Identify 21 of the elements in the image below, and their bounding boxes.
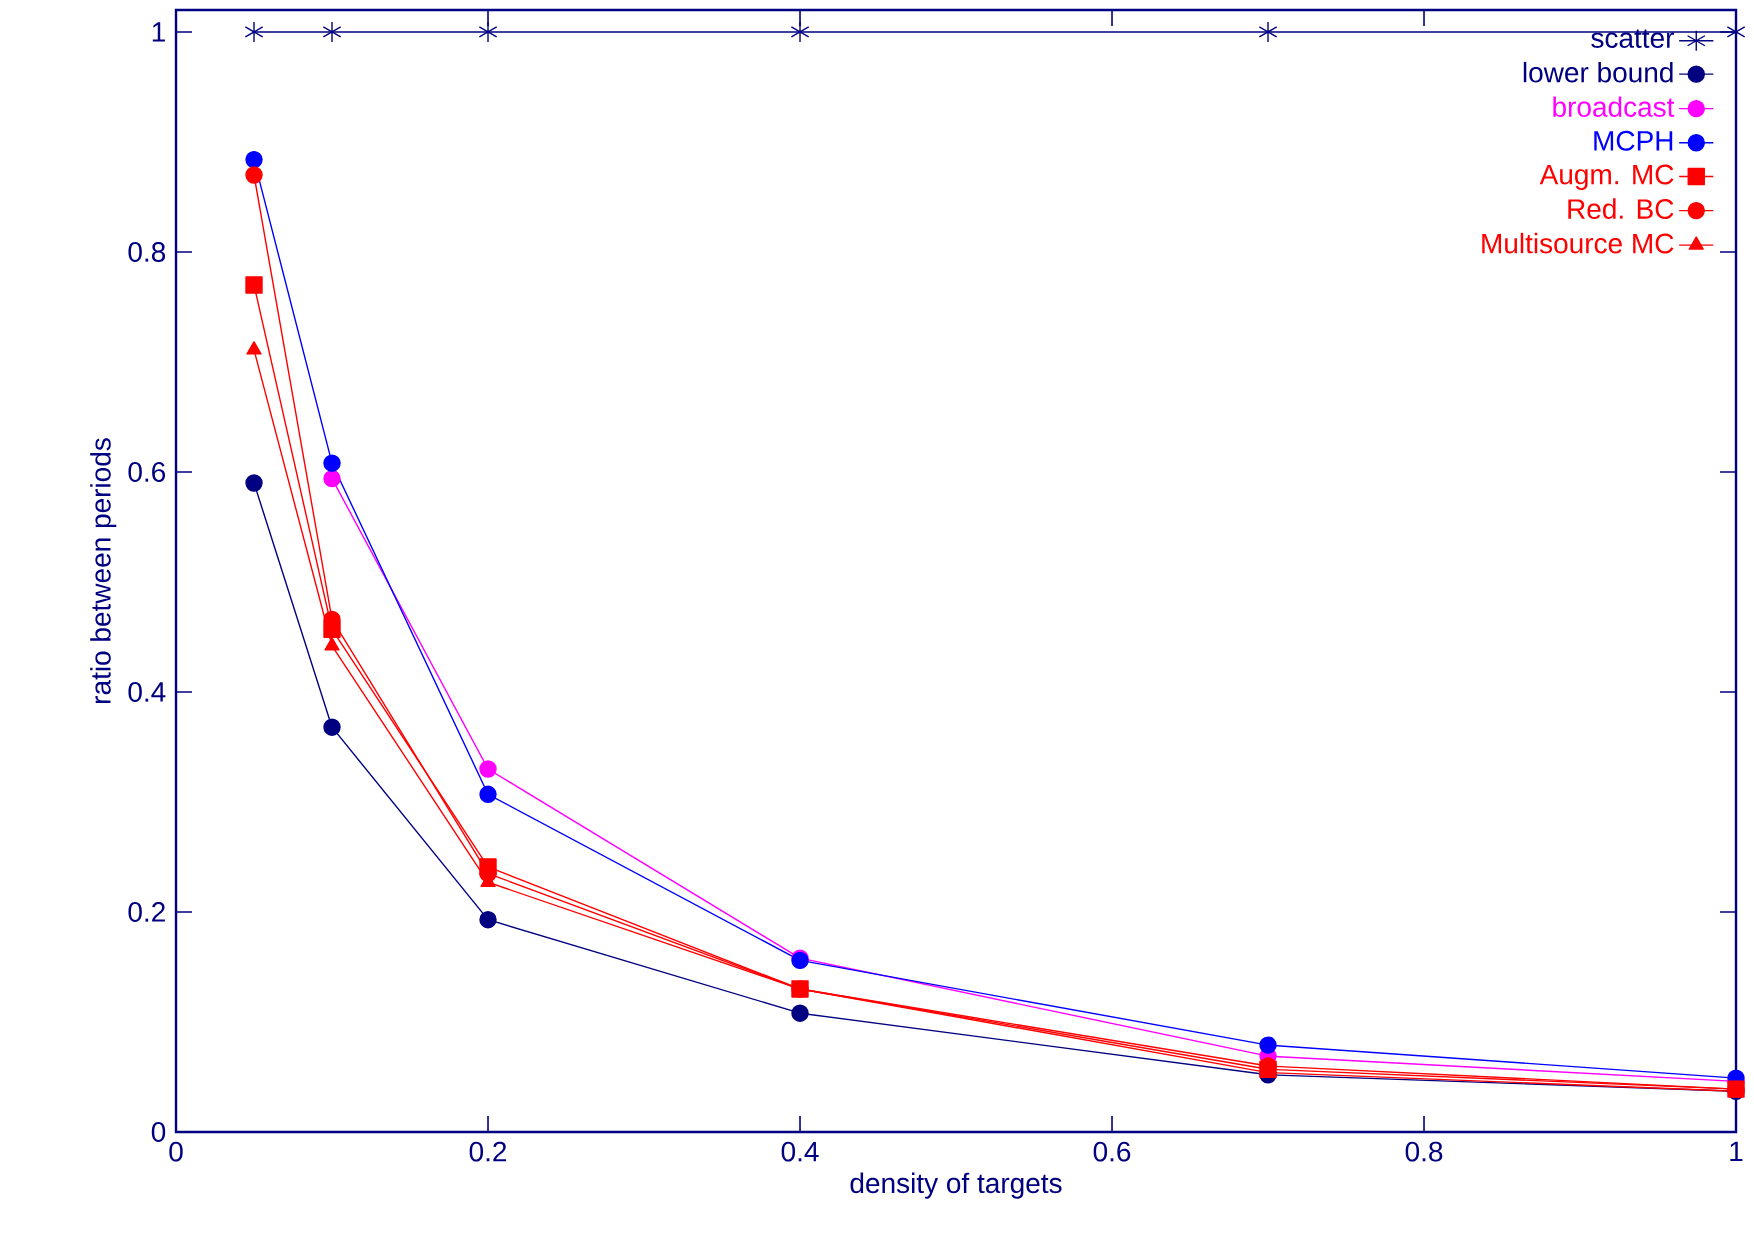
x-tick-label: 0.6 [1093,1141,1131,1162]
legend-label: Augm. MC [1539,164,1674,190]
legend-label: lower bound [1523,61,1673,83]
x-tick-label: 0.2 [469,1141,507,1162]
y-tick-label: 0 [151,1122,166,1142]
y-tick-label: 0.8 [128,242,166,262]
y-tick-label: 0.6 [128,462,166,482]
legend-label: Multisource MC [1482,232,1674,254]
x-tick-label: 0 [169,1141,183,1162]
y-tick-label: 0.2 [128,902,165,922]
y-tick-label: 1 [152,22,165,42]
y-tick-label: 0.4 [128,682,166,702]
legend-label: scatter [1591,29,1675,48]
legend-label: broadcast [1553,96,1675,117]
legend-label: Red. BC [1568,198,1674,219]
y-axis-title: ratio between periods [90,438,117,703]
legend-label: MCPH [1594,130,1673,151]
x-axis-title: density of targets [850,1172,1062,1199]
x-tick-label: 1 [1730,1141,1743,1161]
x-tick-label: 0.4 [781,1141,819,1162]
x-tick-label: 0.8 [1405,1141,1443,1162]
